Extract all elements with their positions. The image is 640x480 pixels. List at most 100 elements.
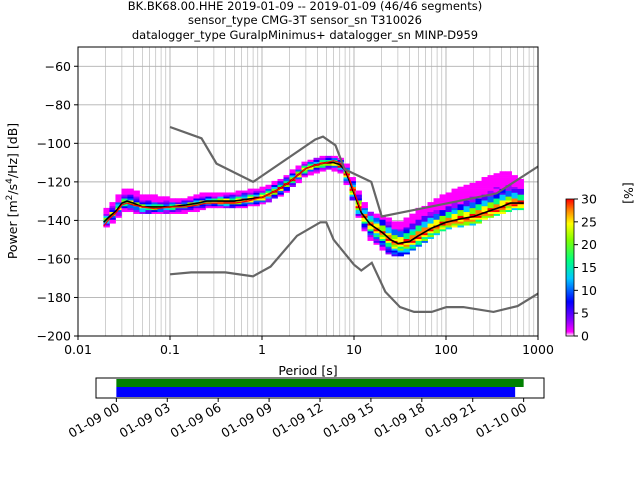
density-cell: [337, 161, 344, 164]
density-cell: [511, 196, 518, 199]
density-cell: [511, 175, 518, 178]
density-cell: [379, 248, 386, 251]
density-cell: [499, 184, 506, 187]
density-cell: [235, 196, 242, 199]
density-cell: [379, 227, 386, 230]
density-cell: [265, 198, 272, 201]
density-cell: [415, 229, 422, 232]
density-cell: [307, 169, 314, 172]
density-cell: [127, 204, 134, 207]
density-cell: [379, 236, 386, 240]
density-cell: [115, 200, 122, 203]
grid-lines: [77, 47, 538, 337]
density-cell: [427, 223, 434, 226]
density-cell: [511, 178, 518, 182]
density-cell: [409, 240, 416, 243]
density-cell: [325, 157, 332, 161]
density-cell: [451, 205, 458, 209]
density-cell: [373, 225, 380, 228]
density-cell: [271, 182, 278, 186]
density-cell: [151, 202, 158, 205]
x-tick-label: 1000: [522, 342, 554, 357]
density-cell: [439, 205, 446, 209]
density-cell: [427, 217, 434, 220]
density-cell: [421, 227, 428, 230]
density-cell: [391, 236, 398, 240]
colorbar-tick-label: 5: [581, 306, 589, 321]
timeline-tick-label: 01-09 09: [218, 400, 274, 441]
density-cell: [499, 198, 506, 201]
density-cell: [415, 230, 422, 234]
density-cell: [157, 198, 164, 201]
density-cell: [109, 204, 116, 207]
density-cell: [193, 200, 200, 203]
density-cell: [193, 205, 200, 209]
density-cell: [163, 211, 170, 214]
density-cell: [487, 213, 494, 216]
density-cell: [397, 250, 404, 253]
density-cell: [481, 215, 488, 218]
y-axis-ticks: −200 −180 −160 −140 −120 −100 −80 −60: [37, 59, 78, 344]
density-cell: [397, 229, 404, 232]
density-cell: [517, 200, 524, 203]
density-cell: [367, 213, 374, 216]
timeline-bars: [116, 379, 524, 397]
colorbar-tick-label: 30: [581, 192, 597, 207]
density-cell: [481, 184, 488, 187]
density-cell: [397, 221, 404, 224]
density-cell: [391, 246, 398, 249]
density-cell: [157, 204, 164, 207]
density-cell: [451, 215, 458, 218]
density-cell: [271, 184, 278, 187]
density-cell: [421, 236, 428, 240]
density-cell: [109, 207, 116, 211]
density-cell: [487, 178, 494, 182]
density-cell: [313, 157, 320, 161]
density-cell: [505, 209, 512, 213]
density-cell: [421, 207, 428, 211]
density-cell: [451, 198, 458, 201]
density-cell: [199, 192, 206, 195]
density-cell: [499, 190, 506, 193]
density-cell: [145, 198, 152, 201]
density-cell: [409, 221, 416, 224]
density-cell: [391, 234, 398, 238]
density-cell: [235, 204, 242, 207]
density-cell: [373, 242, 380, 245]
density-cell: [355, 198, 362, 201]
density-cell: [505, 198, 512, 201]
density-cell: [313, 165, 320, 168]
colorbar-tick-label: 15: [581, 260, 597, 275]
density-cell: [439, 215, 446, 218]
density-cell: [301, 175, 308, 178]
density-cell: [469, 213, 476, 216]
density-cell: [193, 194, 200, 197]
density-cell: [457, 190, 464, 193]
density-cell: [373, 230, 380, 234]
density-cell: [283, 175, 290, 178]
density-cell: [103, 215, 110, 218]
density-cell: [133, 202, 140, 205]
density-cell: [511, 188, 518, 191]
density-cell: [217, 192, 224, 195]
density-cell: [133, 211, 140, 214]
density-cell: [277, 184, 284, 187]
density-cell: [319, 155, 326, 159]
colorbar-tick-label: 20: [581, 237, 597, 252]
density-cell: [139, 211, 146, 214]
density-cell: [469, 192, 476, 195]
density-cell: [493, 180, 500, 184]
density-cell: [235, 194, 242, 197]
density-cell: [385, 230, 392, 234]
density-cell: [379, 240, 386, 243]
density-cell: [169, 204, 176, 207]
density-cell: [313, 159, 320, 162]
density-cell: [391, 238, 398, 241]
density-cell: [385, 232, 392, 236]
density-cell: [367, 221, 374, 224]
density-cell: [319, 163, 326, 166]
density-cell: [415, 217, 422, 220]
density-cell: [151, 198, 158, 201]
density-cell: [349, 177, 356, 180]
density-cell: [187, 200, 194, 203]
